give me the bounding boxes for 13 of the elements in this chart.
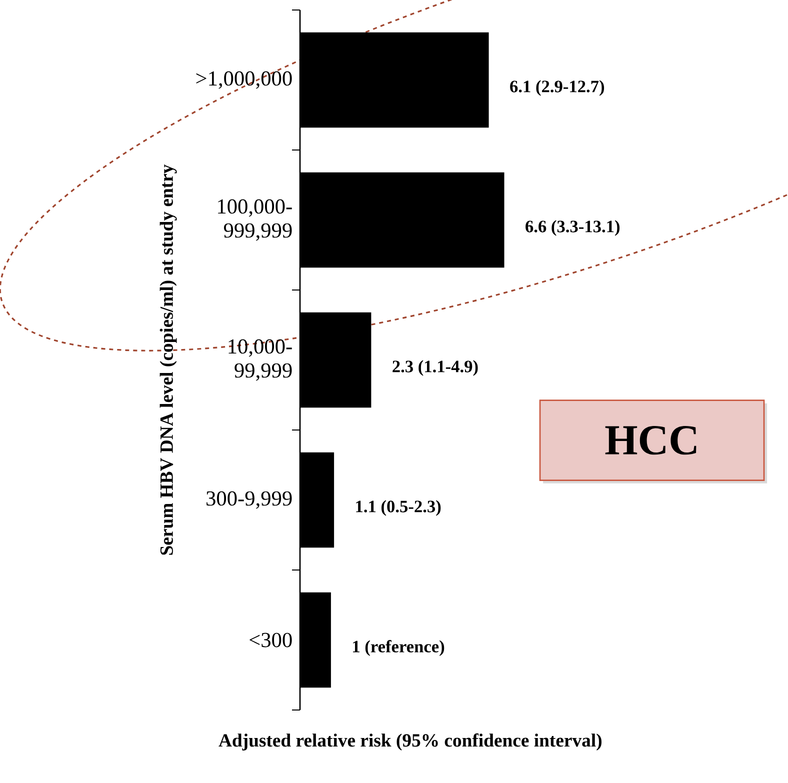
y-tick-label: 10,000-99,999	[228, 339, 292, 381]
y-tick-label: <300	[250, 632, 292, 648]
x-axis-title: Adjusted relative risk (95% confidence interval)	[218, 733, 602, 751]
data-label: 6.1 (2.9-12.7)	[510, 80, 604, 96]
y-tick-label: >1,000,000	[196, 71, 292, 89]
data-label: 1.1 (0.5-2.3)	[356, 500, 441, 516]
y-tick-label: 100,000-999,999	[218, 199, 292, 241]
y-axis-title: Serum HBV DNA level (copies/ml) at study entry	[160, 164, 177, 555]
data-label: 2.3 (1.1-4.9)	[392, 360, 478, 376]
data-label: 1 (reference)	[353, 640, 444, 656]
y-tick-label: 300-9,999	[206, 491, 292, 509]
data-label: 6.6 (3.3-13.1)	[526, 220, 620, 236]
text: HCC	[605, 426, 696, 455]
